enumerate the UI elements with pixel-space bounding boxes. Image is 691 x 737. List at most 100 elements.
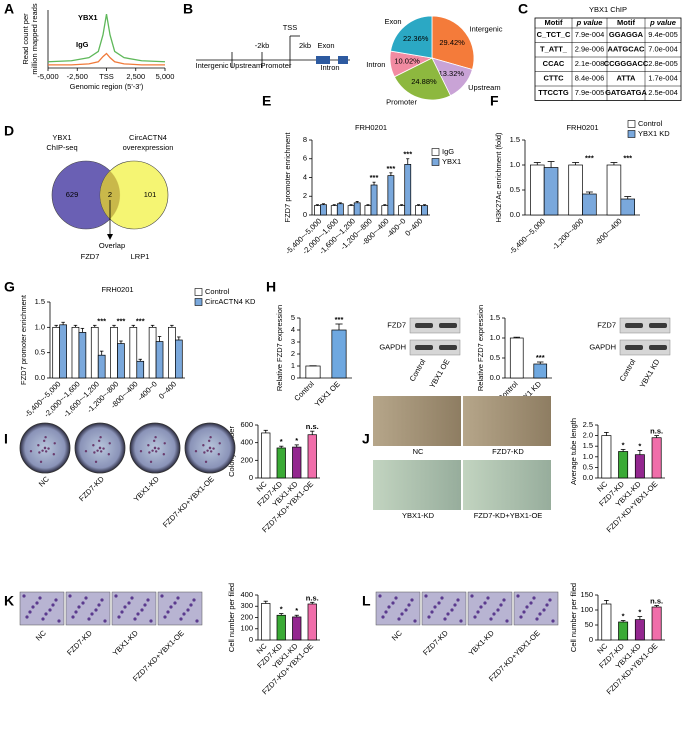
colony-dot xyxy=(157,447,160,450)
panel-label: H xyxy=(266,279,276,295)
colony-dot xyxy=(42,439,46,443)
gene-label: Exon xyxy=(317,41,334,50)
colony-dot xyxy=(153,446,157,450)
y-tick-label: 2.5 xyxy=(583,420,593,429)
x-tick-label: -5,000 xyxy=(37,72,58,81)
y-tick-label: 4 xyxy=(291,325,295,334)
bar xyxy=(634,454,645,479)
bar xyxy=(261,432,271,479)
cell-dot xyxy=(74,610,78,614)
band-label: FZD7 xyxy=(597,320,616,329)
colony-dot xyxy=(147,444,150,447)
colony-dot xyxy=(154,436,157,439)
cell-dot xyxy=(192,598,196,602)
cell-dot xyxy=(163,615,167,619)
colony-dot xyxy=(204,460,208,464)
y-axis-label: million mapped reads xyxy=(30,3,39,75)
cell-dot xyxy=(499,603,503,607)
colony-dot xyxy=(99,436,102,439)
legend-swatch xyxy=(431,158,440,166)
series-line xyxy=(47,14,166,63)
cell-dot xyxy=(545,603,549,607)
y-tick-label: 6 xyxy=(303,154,307,163)
colony-dot xyxy=(194,450,198,453)
colony-dot xyxy=(218,442,221,445)
category-label: Promoter xyxy=(386,98,417,107)
venn-overlap xyxy=(100,171,120,219)
p-value: 2.9e-006 xyxy=(575,45,605,54)
significance: *** xyxy=(117,316,126,325)
gene-label: Intron xyxy=(320,63,339,72)
cell-dot xyxy=(100,598,104,602)
y-tick-label: 300 xyxy=(240,601,253,610)
table-title: YBX1 ChIP xyxy=(589,5,627,14)
series-line xyxy=(48,52,165,66)
panel-label: K xyxy=(4,593,14,609)
image-label: YBX1-KD xyxy=(132,474,161,503)
cell-dot xyxy=(400,612,404,616)
cell-dot xyxy=(492,612,496,616)
y-tick-label: 600 xyxy=(240,420,253,429)
bar xyxy=(530,164,545,216)
cell-dot xyxy=(103,619,107,623)
gene-label: Intergenic xyxy=(196,61,229,70)
significance: *** xyxy=(403,150,412,159)
bar xyxy=(307,603,317,641)
cell-dot xyxy=(130,596,134,600)
p-value: 7.9e-005 xyxy=(575,88,605,97)
cell-dot xyxy=(179,617,183,621)
legend-swatch xyxy=(627,120,636,128)
motif: CCGGGACC xyxy=(604,59,649,68)
legend-label: IgG xyxy=(442,147,454,156)
transwell-image xyxy=(157,591,203,626)
bar xyxy=(509,337,524,379)
value-label: 22.36% xyxy=(403,34,429,43)
chart-title: FRH0201 xyxy=(101,285,133,294)
p-value: 9.4e-005 xyxy=(648,30,678,39)
cell-dot xyxy=(87,617,91,621)
bar xyxy=(601,603,612,641)
cell-dot xyxy=(54,598,58,602)
bar xyxy=(52,326,60,379)
bar xyxy=(129,326,138,379)
bar xyxy=(307,434,317,479)
blot-band xyxy=(439,345,457,350)
motif: CTTC xyxy=(544,74,565,83)
legend-swatch xyxy=(627,130,636,138)
cell-dot xyxy=(133,617,137,621)
cell-dot xyxy=(440,596,444,600)
colony-dot xyxy=(43,446,47,450)
cell-dot xyxy=(28,610,32,614)
y-axis-label: H3K27Ac enrichment (fold) xyxy=(494,132,503,223)
x-tick-label: 5,000 xyxy=(156,72,175,81)
bar xyxy=(421,205,428,216)
cell-dot xyxy=(41,617,45,621)
colony-dot xyxy=(99,450,103,453)
colony-dot xyxy=(139,450,143,453)
table-header: p value xyxy=(649,18,676,27)
cell-dot xyxy=(459,619,463,623)
cell-dot xyxy=(189,603,193,607)
cell-dot xyxy=(166,610,170,614)
bar xyxy=(314,205,321,216)
band-label: FZD7 xyxy=(387,320,406,329)
cell-dot xyxy=(413,619,417,623)
x-tick-label: YBX1 OE xyxy=(313,379,342,408)
colony-dot xyxy=(149,460,153,464)
legend-swatch xyxy=(194,298,203,306)
arrow-head xyxy=(107,234,113,240)
table-header: Motif xyxy=(545,18,563,27)
blot-band xyxy=(415,345,433,350)
bar xyxy=(387,175,395,216)
colony-dot xyxy=(53,442,56,445)
bar xyxy=(276,614,286,641)
significance: *** xyxy=(97,316,106,325)
y-tick-label: 2 xyxy=(291,349,295,358)
table-header: p value xyxy=(576,18,603,27)
cell-dot xyxy=(535,617,539,621)
cell-dot xyxy=(473,615,477,619)
panel-label: I xyxy=(4,431,8,447)
cell-dot xyxy=(48,608,52,612)
blot-band xyxy=(649,323,667,328)
cell-dot xyxy=(186,608,190,612)
